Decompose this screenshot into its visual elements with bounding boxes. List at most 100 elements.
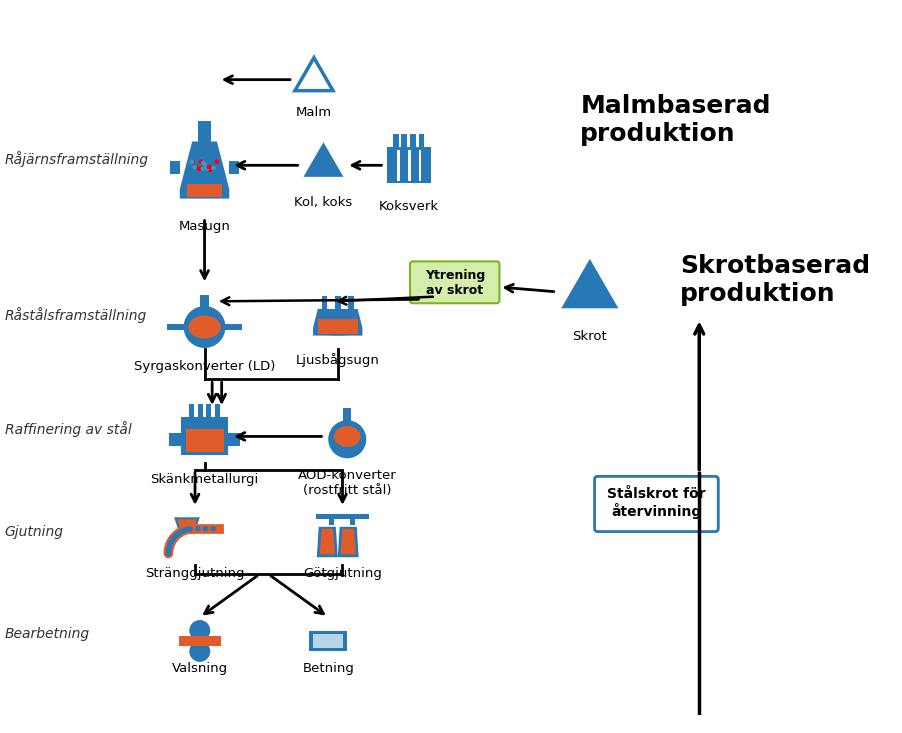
Text: Bearbetning: Bearbetning <box>5 627 90 641</box>
Bar <box>397 150 400 180</box>
Bar <box>228 432 240 446</box>
Circle shape <box>166 548 171 553</box>
Ellipse shape <box>314 328 361 336</box>
Circle shape <box>198 159 204 164</box>
Circle shape <box>176 530 182 536</box>
Text: Stränggjutning: Stränggjutning <box>145 567 244 580</box>
Bar <box>410 134 416 147</box>
Circle shape <box>205 166 210 171</box>
Text: Skrotbaserad
produktion: Skrotbaserad produktion <box>680 254 870 306</box>
Circle shape <box>207 167 213 172</box>
Text: Gjutning: Gjutning <box>5 525 64 539</box>
Circle shape <box>211 166 216 170</box>
Text: Malmbaserad
produktion: Malmbaserad produktion <box>580 94 771 146</box>
Bar <box>419 150 421 180</box>
Bar <box>348 295 354 309</box>
Bar <box>313 634 344 648</box>
Bar <box>335 295 341 309</box>
Polygon shape <box>337 527 359 557</box>
Ellipse shape <box>334 426 361 447</box>
Polygon shape <box>319 528 335 554</box>
Circle shape <box>179 528 185 534</box>
Bar <box>321 295 327 309</box>
Polygon shape <box>561 259 619 309</box>
Text: Råjärnsframställning: Råjärnsframställning <box>5 151 149 166</box>
Bar <box>170 432 180 446</box>
Circle shape <box>215 159 219 164</box>
Circle shape <box>197 166 202 172</box>
Polygon shape <box>177 519 197 530</box>
Circle shape <box>200 166 206 171</box>
Bar <box>188 184 222 196</box>
Ellipse shape <box>189 315 221 339</box>
Text: Betning: Betning <box>302 662 354 675</box>
Circle shape <box>194 165 198 169</box>
Polygon shape <box>229 161 239 174</box>
Circle shape <box>170 537 176 542</box>
Circle shape <box>181 528 188 533</box>
Text: Råstålsframställning: Råstålsframställning <box>5 306 147 323</box>
Polygon shape <box>295 58 333 91</box>
FancyBboxPatch shape <box>594 476 718 531</box>
Text: Masugn: Masugn <box>179 219 231 232</box>
Bar <box>199 295 209 312</box>
Circle shape <box>207 165 211 169</box>
Circle shape <box>166 545 172 550</box>
Text: AOD-konverter
(rostfritt stål): AOD-konverter (rostfritt stål) <box>298 469 397 497</box>
Bar <box>393 134 399 147</box>
Circle shape <box>203 162 207 167</box>
Ellipse shape <box>184 306 226 348</box>
Text: Valsning: Valsning <box>171 662 228 675</box>
Bar <box>419 134 424 147</box>
Bar <box>316 515 369 519</box>
Text: Stålskrot för
återvinning: Stålskrot för återvinning <box>607 487 705 519</box>
Circle shape <box>189 620 210 641</box>
Bar <box>408 150 410 180</box>
Bar <box>180 417 228 455</box>
Circle shape <box>195 526 201 531</box>
Circle shape <box>210 526 216 531</box>
Ellipse shape <box>328 420 366 458</box>
Bar <box>198 404 203 417</box>
Polygon shape <box>179 141 229 199</box>
Text: Koksverk: Koksverk <box>379 199 439 213</box>
Text: Skänkmetallurgi: Skänkmetallurgi <box>151 473 259 485</box>
Circle shape <box>200 165 205 169</box>
Text: Syrgaskonverter (LD): Syrgaskonverter (LD) <box>133 361 275 373</box>
Text: Skrot: Skrot <box>573 330 607 343</box>
Circle shape <box>192 165 198 169</box>
Bar <box>318 319 358 334</box>
Text: Malm: Malm <box>296 106 332 119</box>
Polygon shape <box>170 161 179 174</box>
Bar <box>168 324 185 331</box>
Text: Raffinering av stål: Raffinering av stål <box>5 421 132 437</box>
Bar <box>401 134 407 147</box>
Circle shape <box>201 161 206 166</box>
Text: Götgjutning: Götgjutning <box>303 567 382 580</box>
Circle shape <box>174 532 179 538</box>
Polygon shape <box>174 517 199 531</box>
Circle shape <box>203 526 208 531</box>
Polygon shape <box>313 309 363 336</box>
Bar <box>225 324 242 331</box>
Text: Ljusbågsugn: Ljusbågsugn <box>296 353 380 366</box>
Text: Ytrening
av skrot: Ytrening av skrot <box>425 269 485 298</box>
Bar <box>198 120 211 141</box>
Bar <box>179 636 221 646</box>
Circle shape <box>167 542 173 548</box>
Bar <box>387 147 431 183</box>
FancyBboxPatch shape <box>410 262 500 303</box>
Polygon shape <box>317 527 337 557</box>
Circle shape <box>166 550 171 556</box>
Circle shape <box>189 160 194 164</box>
Circle shape <box>188 526 193 531</box>
Circle shape <box>205 166 209 171</box>
Bar <box>215 404 220 417</box>
Bar <box>189 404 194 417</box>
Circle shape <box>171 534 178 540</box>
Bar <box>309 630 347 652</box>
Bar <box>350 515 354 525</box>
Circle shape <box>189 641 210 662</box>
Polygon shape <box>303 142 344 177</box>
Bar <box>329 515 334 525</box>
